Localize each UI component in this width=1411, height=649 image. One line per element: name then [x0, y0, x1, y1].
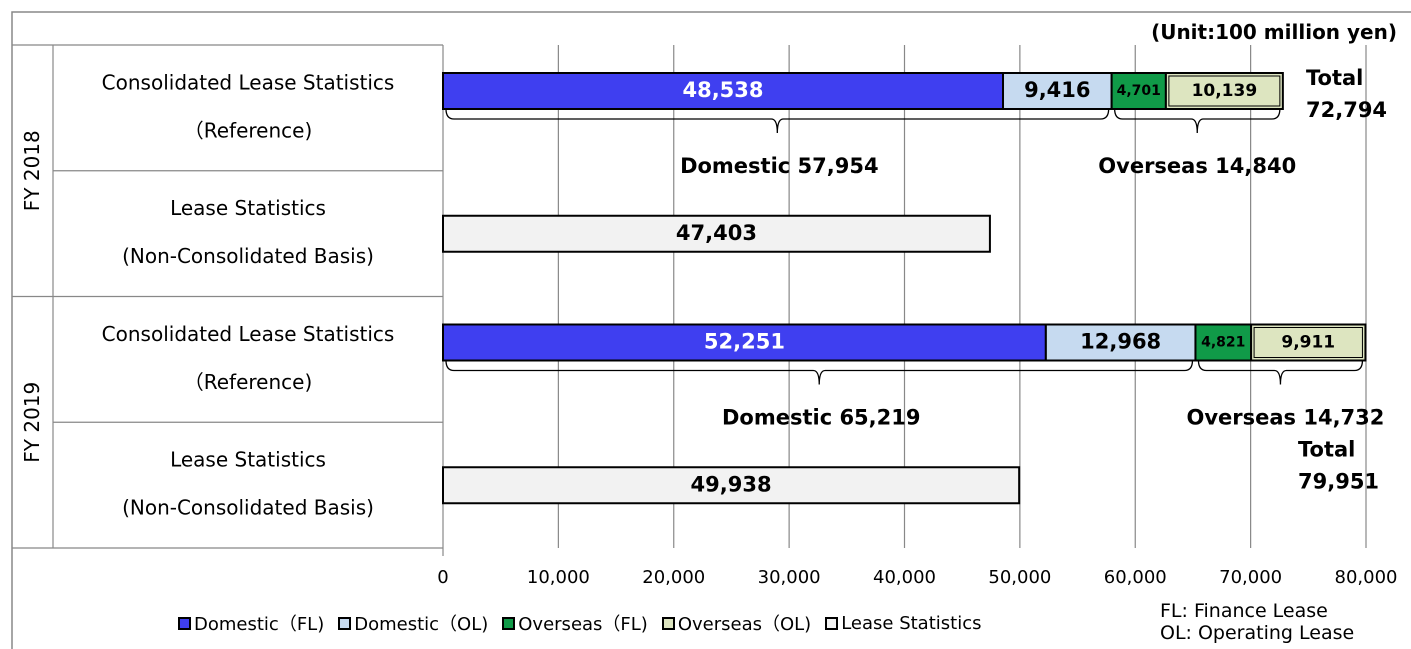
- row-label-line1: Consolidated Lease Statistics: [102, 70, 395, 94]
- legend-swatch-overseas-fl: [502, 616, 516, 630]
- data-label: 49,938: [691, 472, 772, 496]
- bracket: [1113, 108, 1281, 134]
- bar-segment: [1110, 72, 1167, 110]
- legend-label-domestic-ol: Domestic（OL): [354, 614, 489, 635]
- data-label: 10,139: [1192, 81, 1258, 101]
- data-label: 4,821: [1201, 335, 1245, 351]
- chart-frame: [11, 11, 1411, 649]
- legend: Domestic（FL) Domestic（OL) Overseas（FL) O…: [178, 610, 995, 636]
- row-label-line1: Consolidated Lease Statistics: [102, 322, 395, 346]
- domestic-total-label: Domestic 65,219: [722, 406, 921, 430]
- bar-segment: [1164, 72, 1284, 110]
- legend-swatch-domestic-fl: [178, 616, 191, 630]
- grand-total-label: Total: [1298, 438, 1355, 462]
- grand-total-value: 79,951: [1298, 470, 1379, 494]
- bar-segment: [1250, 323, 1367, 362]
- legend-swatch-domestic-ol: [338, 616, 352, 630]
- overseas-total-label: Overseas 14,840: [1098, 154, 1296, 178]
- x-tick-label: 60,000: [1104, 567, 1167, 588]
- row-label-line2: （Reference): [184, 370, 313, 394]
- unit-label: (Unit:100 million yen): [1151, 20, 1397, 44]
- legend-label-domestic-fl: Domestic（FL): [194, 614, 325, 635]
- note-operating-lease: OL: Operating Lease: [1160, 622, 1355, 644]
- row-label-line1: Lease Statistics: [170, 448, 326, 472]
- legend-item-domestic-fl: Domestic（FL): [178, 610, 324, 636]
- bar-segment: [442, 466, 1021, 505]
- bar-segment-inner-border: [1168, 75, 1281, 107]
- x-tick-label: 0: [437, 567, 448, 588]
- legend-label-overseas-fl: Overseas（FL): [518, 614, 648, 635]
- data-label: 48,538: [682, 78, 763, 102]
- bar-segment: [1044, 323, 1197, 362]
- x-tick-label: 30,000: [758, 567, 821, 588]
- legend-item-domestic-ol: Domestic（OL): [338, 610, 488, 636]
- legend-item-overseas-ol: Overseas（OL): [661, 610, 812, 636]
- bar-segment: [1194, 323, 1253, 362]
- data-label: 4,701: [1117, 83, 1161, 99]
- grand-total-value: 72,794: [1306, 98, 1387, 122]
- row-label-line2: (Non-Consolidated Basis): [122, 496, 374, 520]
- group-label-fy-2018: FY 2018: [20, 130, 44, 211]
- legend-item-overseas-fl: Overseas（FL): [502, 610, 648, 636]
- x-tick-label: 50,000: [988, 567, 1051, 588]
- x-tick-label: 20,000: [642, 567, 705, 588]
- data-label: 12,968: [1080, 330, 1161, 354]
- legend-swatch-lease-statistics: [825, 616, 839, 630]
- data-label: 52,251: [704, 330, 785, 354]
- x-tick-label: 10,000: [527, 567, 590, 588]
- legend-item-lease-statistics: Lease Statistics: [825, 613, 981, 634]
- overseas-total-label: Overseas 14,732: [1186, 406, 1384, 430]
- bar-segment: [442, 72, 1005, 110]
- x-tick-label: 40,000: [873, 567, 936, 588]
- row-label-line1: Lease Statistics: [170, 196, 326, 220]
- bar-segment: [442, 214, 991, 253]
- bar-segment: [1002, 72, 1113, 110]
- data-label: 9,911: [1281, 333, 1335, 353]
- bar-segment-inner-border: [1253, 327, 1363, 358]
- legend-label-overseas-ol: Overseas（OL): [677, 614, 812, 635]
- abbreviation-notes: FL: Finance Lease OL: Operating Lease: [1160, 600, 1354, 644]
- row-label-line2: (Non-Consolidated Basis): [122, 244, 374, 268]
- row-label-line2: （Reference): [184, 118, 313, 142]
- bracket: [445, 108, 1110, 134]
- legend-swatch-overseas-ol: [661, 616, 675, 630]
- domestic-total-label: Domestic 57,954: [680, 154, 879, 178]
- data-label: 9,416: [1024, 78, 1090, 102]
- data-label: 47,403: [676, 221, 757, 245]
- bracket: [445, 360, 1194, 385]
- group-label-fy-2019: FY 2019: [20, 382, 44, 463]
- note-finance-lease: FL: Finance Lease: [1160, 600, 1328, 622]
- bracket: [1197, 360, 1364, 385]
- legend-label-lease-statistics: Lease Statistics: [841, 612, 982, 634]
- x-tick-label: 70,000: [1219, 567, 1282, 588]
- x-tick-label: 80,000: [1335, 567, 1398, 588]
- grand-total-label: Total: [1306, 66, 1363, 90]
